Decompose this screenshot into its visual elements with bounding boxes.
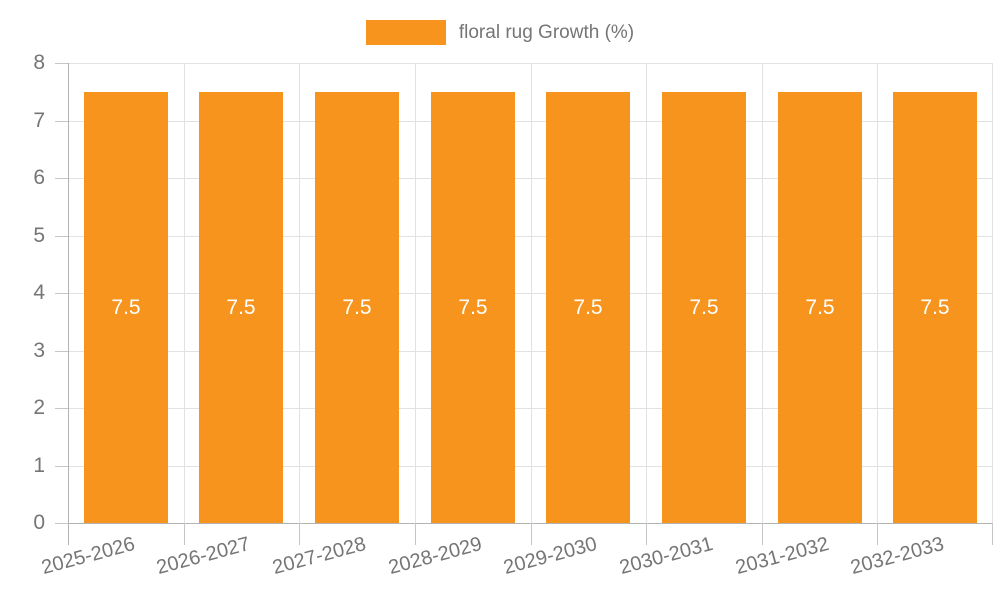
legend-swatch	[365, 19, 446, 45]
bar-value-label: 7.5	[342, 295, 372, 319]
bar: 7.5	[315, 92, 399, 523]
vertical-gridline	[762, 63, 763, 523]
bar: 7.5	[84, 92, 168, 523]
vertical-gridline	[531, 63, 532, 523]
y-axis-tick	[55, 293, 68, 294]
bar-value-label: 7.5	[573, 295, 603, 319]
horizontal-gridline	[68, 408, 993, 409]
bar-value-label: 7.5	[920, 295, 950, 319]
x-tick-label: 2027-2028	[270, 533, 369, 580]
y-tick-label: 6	[33, 166, 45, 189]
legend[interactable]: floral rug Growth (%)	[0, 19, 1000, 45]
x-tick-label: 2028-2029	[386, 533, 485, 580]
y-tick-label: 4	[33, 281, 45, 304]
vertical-gridline	[184, 63, 185, 523]
x-tick-label: 2025-2026	[39, 533, 138, 580]
y-axis-tick	[55, 466, 68, 467]
y-tick-label: 1	[33, 454, 45, 477]
x-axis-tick	[877, 523, 878, 545]
y-tick-label: 3	[33, 339, 45, 362]
x-axis-tick	[992, 523, 993, 545]
horizontal-gridline	[68, 63, 993, 64]
horizontal-gridline	[68, 178, 993, 179]
vertical-gridline	[299, 63, 300, 523]
x-tick-label: 2029-2030	[501, 533, 600, 580]
x-axis-tick	[762, 523, 763, 545]
y-tick-label: 7	[33, 109, 45, 132]
x-axis-tick	[184, 523, 185, 545]
y-axis-line	[68, 63, 69, 545]
bar: 7.5	[199, 92, 283, 523]
bar: 7.5	[431, 92, 515, 523]
horizontal-gridline	[68, 236, 993, 237]
y-axis-tick	[55, 236, 68, 237]
x-tick-label: 2026-2027	[154, 533, 253, 580]
y-tick-label: 0	[33, 511, 45, 534]
y-tick-label: 8	[33, 51, 45, 74]
y-axis-tick	[55, 523, 68, 524]
y-axis-tick	[55, 178, 68, 179]
bar-value-label: 7.5	[689, 295, 719, 319]
x-axis-baseline	[68, 523, 993, 524]
y-tick-label: 5	[33, 224, 45, 247]
bar: 7.5	[893, 92, 977, 523]
x-axis-tick	[415, 523, 416, 545]
vertical-gridline	[646, 63, 647, 523]
bar-value-label: 7.5	[805, 295, 835, 319]
y-axis-tick	[55, 121, 68, 122]
plot-area: 0 1 2 3 4 5 6 7 8 7.5 7.5 7.5 7.5 7.5 7.5 7.5 7.5 2025-20…	[33, 51, 993, 579]
x-axis-tick	[646, 523, 647, 545]
horizontal-gridline	[68, 466, 993, 467]
horizontal-gridline	[68, 351, 993, 352]
bar: 7.5	[778, 92, 862, 523]
bar-value-label: 7.5	[226, 295, 256, 319]
x-tick-label: 2030-2031	[617, 533, 716, 580]
x-axis-tick	[531, 523, 532, 545]
x-axis-tick	[299, 523, 300, 545]
y-axis-tick	[55, 63, 68, 64]
horizontal-gridline	[68, 293, 993, 294]
vertical-gridline	[415, 63, 416, 523]
x-tick-label: 2031-2032	[733, 533, 832, 580]
y-tick-label: 2	[33, 396, 45, 419]
horizontal-gridline	[68, 121, 993, 122]
bar-value-label: 7.5	[111, 295, 141, 319]
y-axis-tick	[55, 408, 68, 409]
bar: 7.5	[546, 92, 630, 523]
x-tick-label: 2032-2033	[848, 533, 947, 580]
vertical-gridline	[992, 63, 993, 523]
y-axis-tick	[55, 351, 68, 352]
bar: 7.5	[662, 92, 746, 523]
legend-label: floral rug Growth (%)	[458, 21, 635, 43]
vertical-gridline	[877, 63, 878, 523]
bar-value-label: 7.5	[458, 295, 488, 319]
